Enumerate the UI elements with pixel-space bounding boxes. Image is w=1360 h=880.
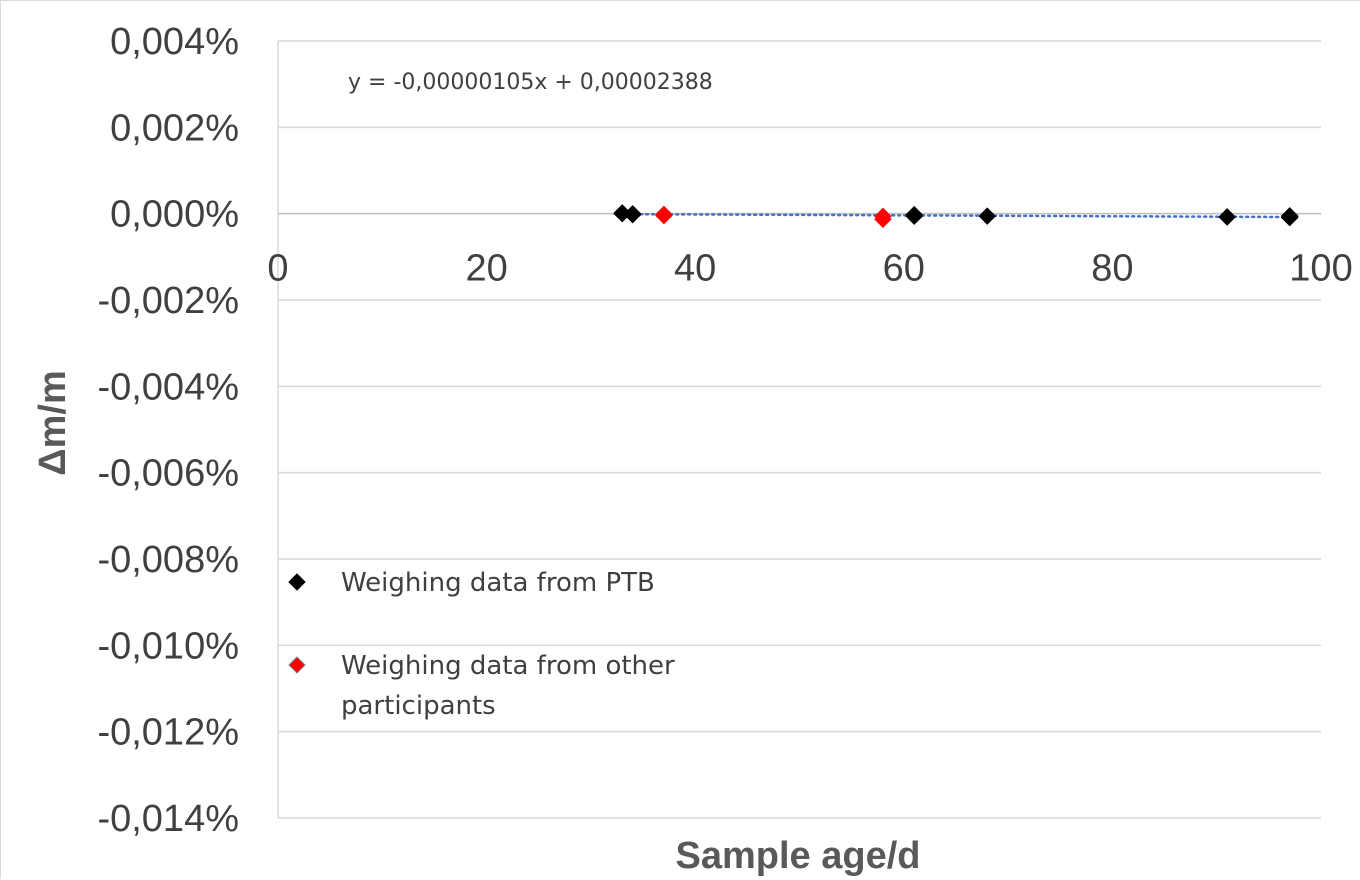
y-tick-label: -0,014% bbox=[97, 798, 239, 840]
ptb-data-point bbox=[1218, 208, 1236, 226]
legend: Weighing data from PTB Weighing data from… bbox=[288, 568, 675, 721]
x-tick-label: 100 bbox=[1289, 248, 1352, 290]
x-tick-label: 20 bbox=[465, 248, 507, 290]
trendline-equation: y = -0,00000105x + 0,00002388 bbox=[348, 70, 713, 95]
trendline bbox=[620, 212, 1291, 219]
y-tick-label: 0,004% bbox=[110, 21, 239, 63]
x-tick-label: 60 bbox=[883, 248, 925, 290]
legend-label: participants bbox=[341, 691, 496, 721]
legend-marker bbox=[288, 656, 306, 674]
participant-data-point bbox=[655, 206, 673, 225]
y-tick-label: -0,006% bbox=[97, 453, 239, 495]
legend-label: Weighing data from other bbox=[341, 651, 675, 681]
x-axis-tick-labels: 0 20 40 60 80 100 bbox=[267, 248, 1352, 290]
ptb-data-point bbox=[905, 207, 923, 225]
x-tick-label: 0 bbox=[267, 248, 288, 290]
y-tick-label: -0,004% bbox=[97, 366, 239, 408]
y-axis-title: Δm/m bbox=[32, 370, 74, 475]
ptb-data-point bbox=[1281, 208, 1299, 227]
legend-marker bbox=[288, 573, 306, 591]
ptb-data-point bbox=[978, 207, 996, 225]
ptb-data-point bbox=[623, 205, 642, 224]
trendline-line bbox=[620, 212, 1291, 219]
y-tick-label: -0,008% bbox=[97, 539, 239, 581]
x-tick-label: 40 bbox=[674, 248, 716, 290]
y-axis-tick-labels: 0,004% 0,002% 0,000% -0,002% -0,004% -0,006% -… bbox=[97, 21, 239, 840]
y-tick-label: 0,000% bbox=[110, 194, 239, 236]
x-tick-label: 80 bbox=[1091, 248, 1133, 290]
y-tick-label: -0,012% bbox=[97, 712, 239, 754]
x-axis-title: Sample age/d bbox=[676, 835, 921, 877]
y-tick-label: -0,002% bbox=[97, 280, 239, 322]
data-points bbox=[613, 204, 1299, 228]
participant-data-point bbox=[874, 210, 892, 228]
y-tick-label: 0,002% bbox=[110, 107, 239, 149]
y-tick-label: -0,010% bbox=[97, 625, 239, 667]
legend-label: Weighing data from PTB bbox=[341, 568, 655, 598]
